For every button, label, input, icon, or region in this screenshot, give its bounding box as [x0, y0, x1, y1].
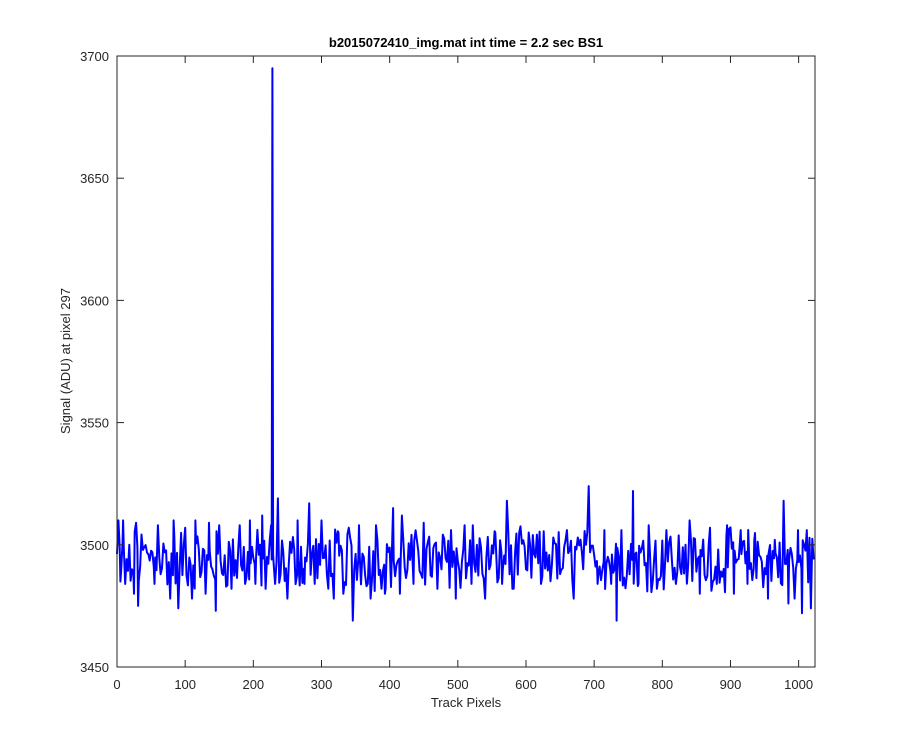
x-tick-label: 1000 [784, 677, 813, 692]
y-tick-label: 3600 [80, 293, 109, 308]
x-tick-label: 600 [515, 677, 537, 692]
plot-frame [116, 55, 816, 668]
y-axis-label: Signal (ADU) at pixel 297 [58, 288, 73, 434]
x-tick-label: 400 [379, 677, 401, 692]
x-tick-label: 100 [174, 677, 196, 692]
y-tick-label: 3700 [80, 49, 109, 64]
x-axis-label: Track Pixels [431, 695, 502, 710]
x-tick-label: 200 [242, 677, 264, 692]
y-tick-label: 3450 [80, 660, 109, 675]
x-tick-label: 300 [311, 677, 333, 692]
y-tick-label: 3550 [80, 416, 109, 431]
series-layer [116, 67, 815, 622]
x-tick-label: 800 [651, 677, 673, 692]
signal-series-line [116, 67, 815, 622]
chart-title: b2015072410_img.mat int time = 2.2 sec B… [329, 35, 603, 50]
y-tick-label: 3500 [80, 538, 109, 553]
x-tick-label: 0 [113, 677, 120, 692]
x-tick-label: 500 [447, 677, 469, 692]
y-tick-label: 3650 [80, 171, 109, 186]
x-axis: 0 100 200 300 400 500 600 700 800 900 1000 [113, 56, 813, 692]
x-tick-label: 700 [583, 677, 605, 692]
y-axis: 3450 3500 3550 3600 3650 3700 [80, 49, 815, 675]
x-tick-label: 900 [720, 677, 742, 692]
